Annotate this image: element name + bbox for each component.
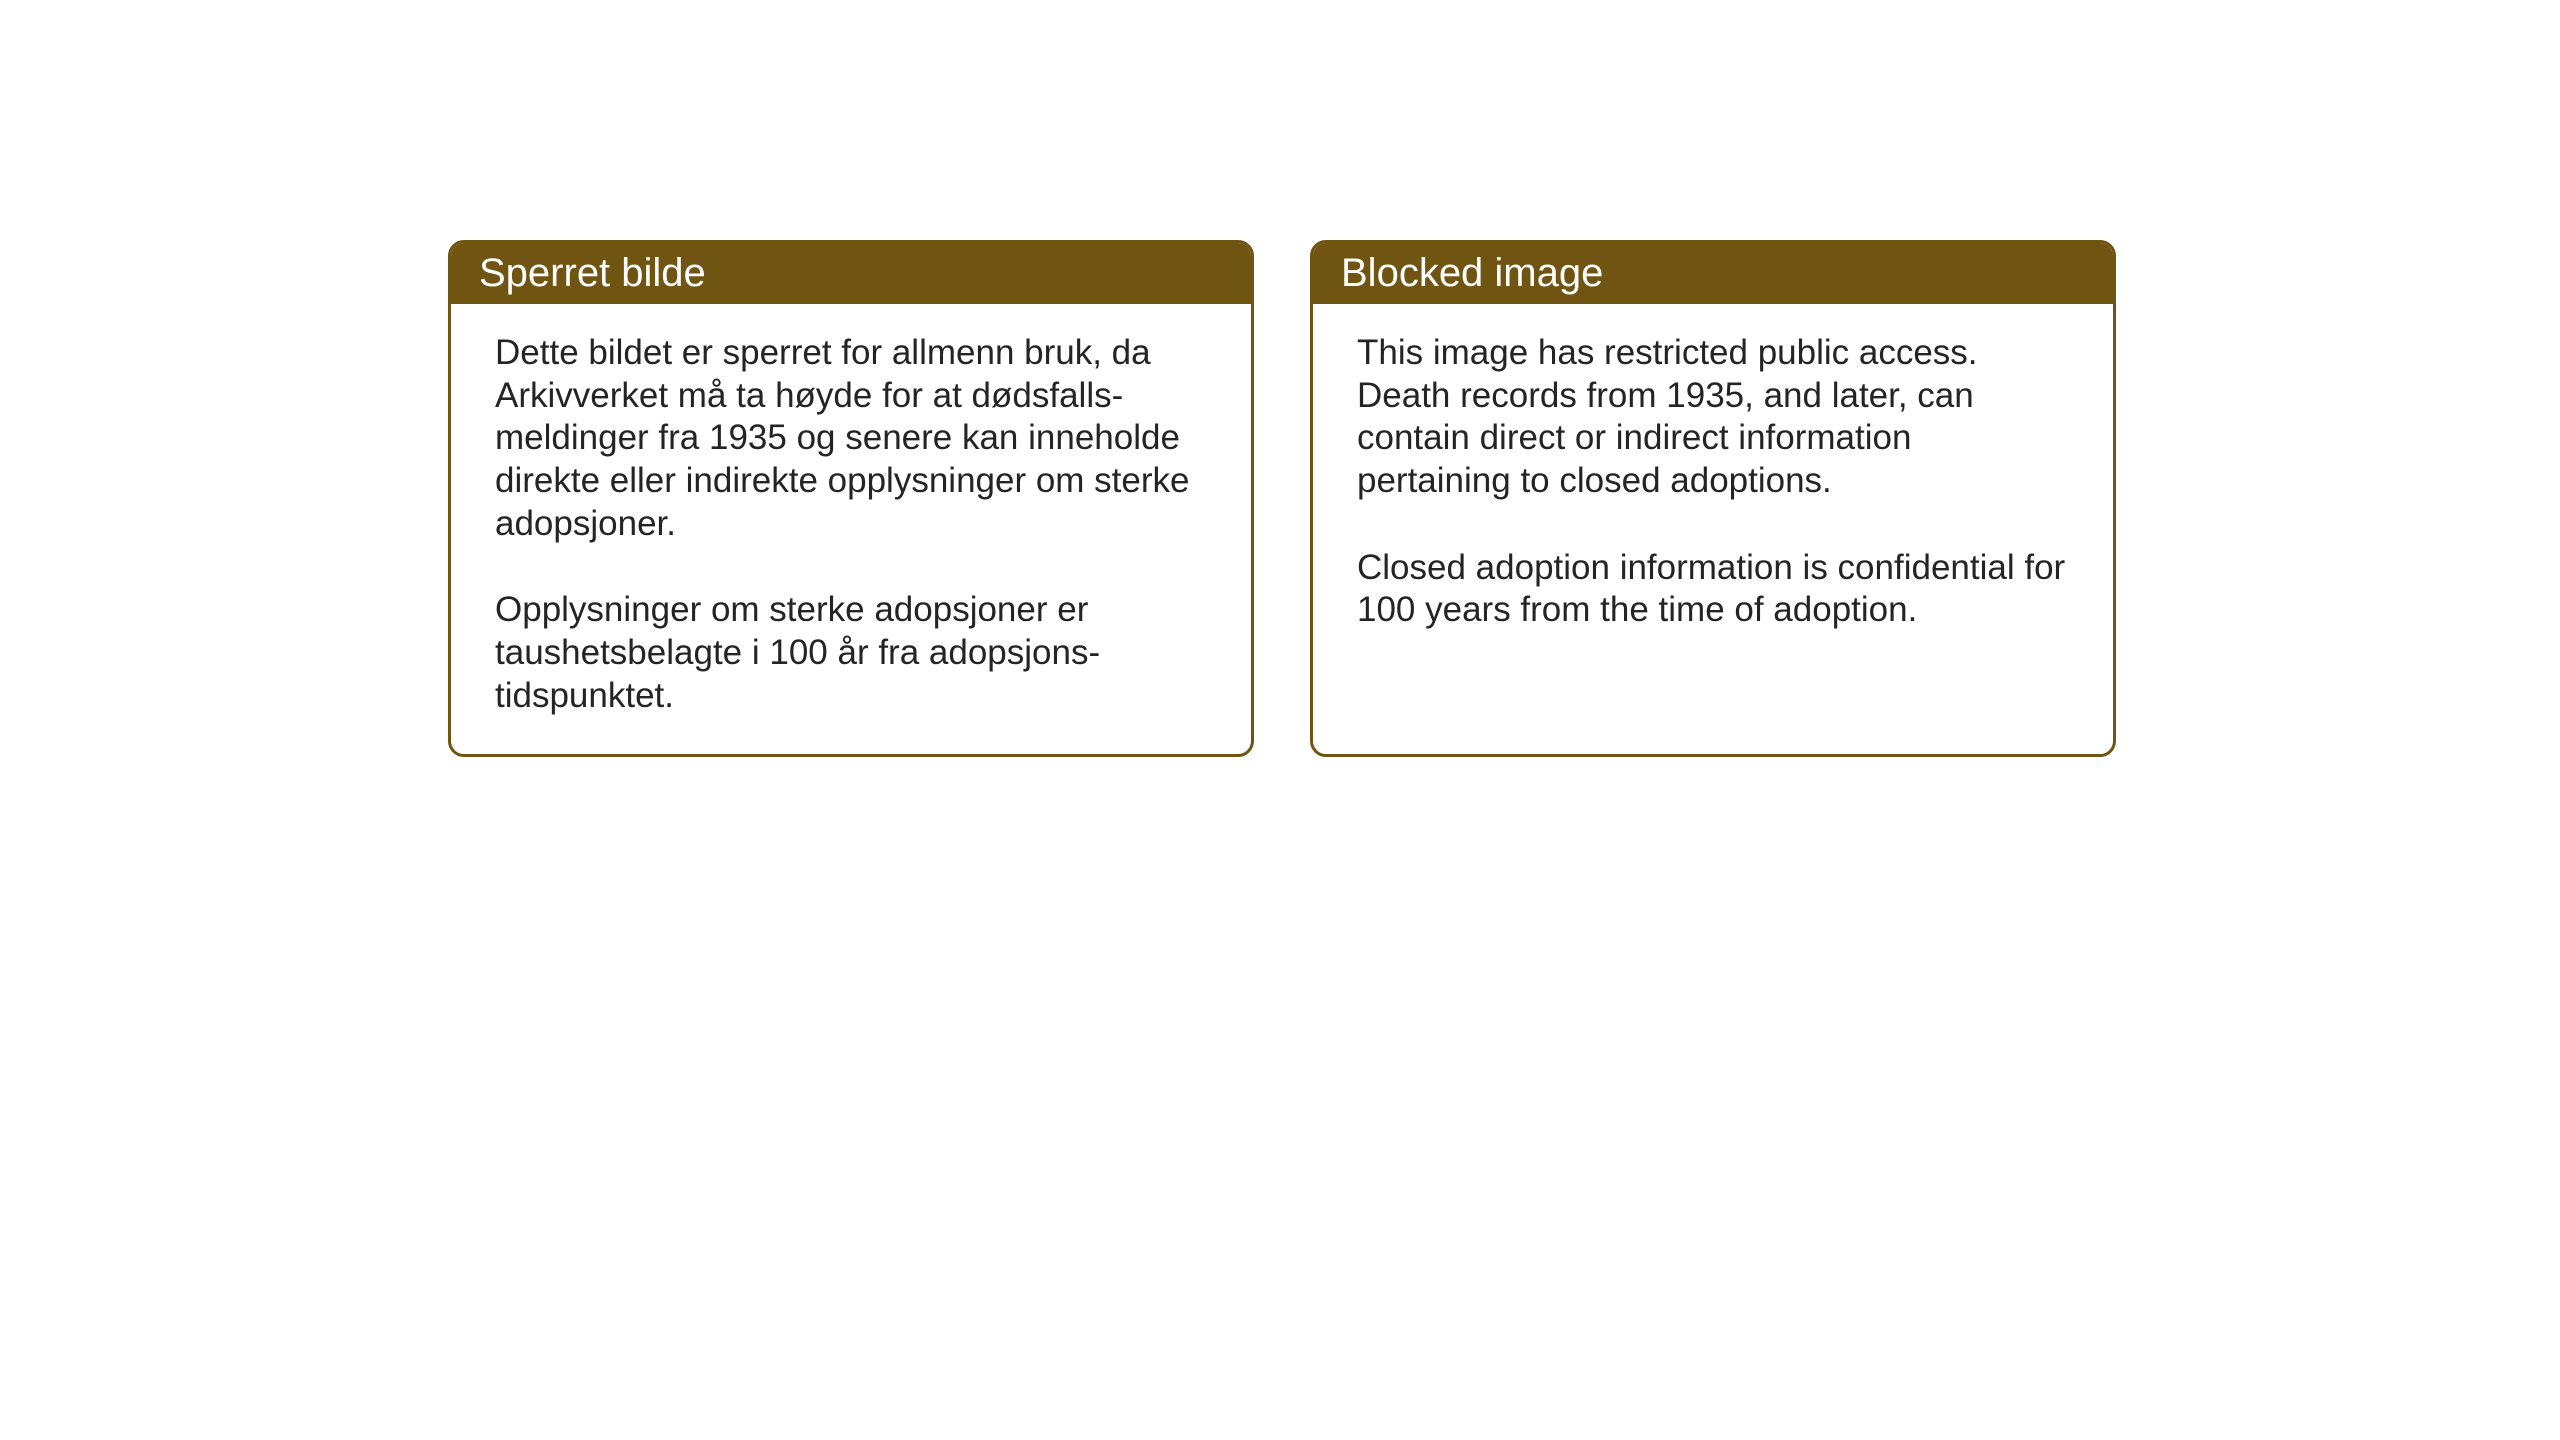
- notice-container: Sperret bilde Dette bildet er sperret fo…: [448, 240, 2116, 757]
- notice-body-norwegian: Dette bildet er sperret for allmenn bruk…: [451, 304, 1251, 754]
- notice-card-english: Blocked image This image has restricted …: [1310, 240, 2116, 757]
- notice-card-norwegian: Sperret bilde Dette bildet er sperret fo…: [448, 240, 1254, 757]
- notice-header-norwegian: Sperret bilde: [451, 243, 1251, 304]
- notice-paragraph: This image has restricted public access.…: [1357, 332, 2069, 503]
- notice-header-english: Blocked image: [1313, 243, 2113, 304]
- notice-body-english: This image has restricted public access.…: [1313, 304, 2113, 668]
- notice-paragraph: Closed adoption information is confident…: [1357, 547, 2069, 632]
- notice-paragraph: Dette bildet er sperret for allmenn bruk…: [495, 332, 1207, 545]
- notice-paragraph: Opplysninger om sterke adopsjoner er tau…: [495, 589, 1207, 717]
